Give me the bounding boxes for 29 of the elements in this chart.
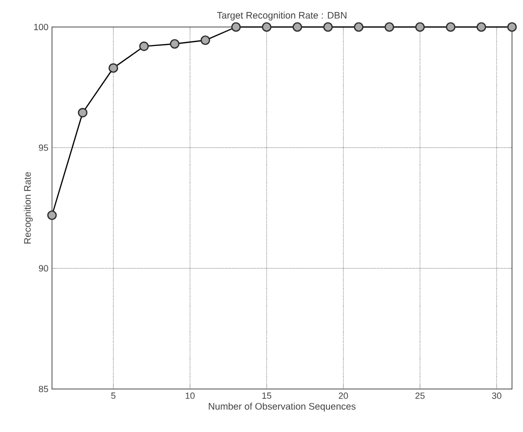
x-tick-label: 15 <box>262 392 272 399</box>
point <box>292 22 302 32</box>
point <box>200 35 210 46</box>
point <box>108 63 118 73</box>
point <box>231 22 241 32</box>
point <box>507 22 517 32</box>
y-axis-title: Recognition Rate <box>24 172 33 244</box>
point <box>384 22 394 32</box>
point <box>354 22 364 32</box>
point <box>262 22 272 32</box>
point <box>78 108 88 118</box>
point <box>139 42 149 52</box>
x-tick-label: 30 <box>492 392 502 399</box>
point <box>47 210 57 220</box>
y-tick-label: 95 <box>38 144 48 151</box>
x-tick-label: 25 <box>415 392 425 399</box>
point <box>323 22 333 32</box>
y-tick-label: 90 <box>38 265 48 272</box>
point <box>170 39 180 49</box>
point <box>415 22 425 32</box>
point <box>446 22 456 32</box>
x-tick-label: 10 <box>186 392 195 399</box>
x-axis-title: Number of Observation Sequences <box>208 402 356 412</box>
y-tick-label: 85 <box>38 386 48 392</box>
point <box>476 22 486 32</box>
x-tick-label: 20 <box>338 392 348 399</box>
y-tick-label: 100 <box>34 24 48 30</box>
chart-title: Target Recognition Rate : DBN <box>217 12 346 20</box>
x-tick-label: 5 <box>111 392 116 399</box>
